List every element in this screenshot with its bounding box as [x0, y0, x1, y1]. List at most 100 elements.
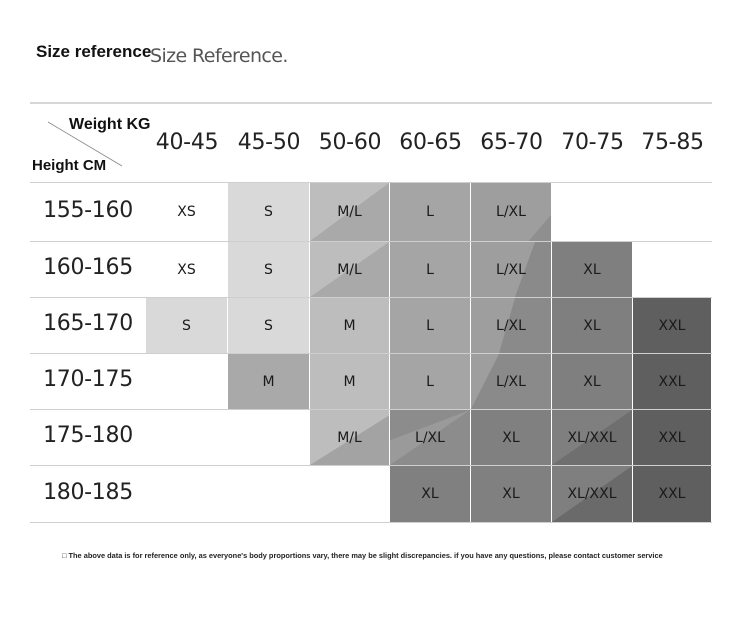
height-row-label: 165-170 [43, 311, 133, 336]
page-subtitle: Size Reference. [150, 45, 288, 67]
size-cell [228, 466, 309, 522]
row-divider [30, 241, 712, 242]
diagonal-divider [47, 121, 123, 167]
row-divider [30, 465, 712, 466]
footnote: □ The above data is for reference only, … [62, 551, 663, 560]
size-label: XXL [658, 429, 686, 446]
size-label: L/XL [496, 204, 526, 220]
row-divider [30, 409, 712, 410]
size-label: L [426, 373, 434, 390]
diagonal-shade [310, 183, 389, 241]
size-label: XS [177, 204, 196, 220]
size-cell: M [310, 298, 389, 353]
size-cell: L [390, 354, 470, 409]
size-cell: XL [390, 466, 470, 522]
size-cell: XL/XXL [552, 466, 632, 522]
size-cell: L [390, 183, 470, 241]
size-cell: M [310, 354, 389, 409]
size-label: M [343, 317, 356, 334]
size-label: XXL [658, 373, 686, 390]
row-divider [30, 182, 712, 183]
row-divider [30, 297, 712, 298]
size-label: L [426, 317, 434, 334]
size-cell: L/XL [390, 410, 470, 465]
size-label: S [264, 317, 273, 334]
height-row-label: 180-185 [43, 479, 133, 505]
height-row-label: 160-165 [43, 255, 133, 280]
diagonal-shade [552, 410, 632, 465]
weight-header: 65-70 [480, 130, 543, 155]
height-row-label: 170-175 [43, 367, 133, 392]
size-cell [633, 183, 711, 241]
size-cell: L/XL [471, 354, 551, 409]
diagonal-shade [515, 242, 551, 297]
weight-header: 45-50 [237, 130, 301, 155]
size-cell: XL [552, 242, 632, 297]
size-cell: S [146, 298, 227, 353]
weight-header: 75-85 [641, 130, 704, 155]
weight-axis-label: Weight KG [69, 116, 151, 133]
size-label: XL/XXL [567, 429, 617, 446]
size-cell [310, 466, 389, 522]
size-cell: XL [552, 298, 632, 353]
size-label: XL [502, 486, 520, 502]
size-cell: L [390, 242, 470, 297]
size-cell: XS [146, 183, 227, 241]
size-cell: M/L [310, 183, 389, 241]
diagonal-shade [310, 415, 389, 465]
size-label: L/XL [496, 261, 526, 278]
height-row-label: 175-180 [43, 423, 133, 448]
top-divider [30, 102, 712, 104]
height-row-label: 155-160 [43, 197, 133, 223]
page-title: Size reference [36, 42, 152, 61]
size-label: XS [177, 261, 196, 278]
size-cell: XXL [633, 466, 711, 522]
size-label: S [264, 261, 273, 278]
weight-header: 50-60 [318, 130, 382, 155]
row-divider [30, 353, 712, 354]
size-cell: XXL [633, 410, 711, 465]
weight-header: 60-65 [399, 130, 462, 155]
diagonal-shade [390, 410, 470, 465]
size-label: M [343, 373, 356, 390]
size-label: XXL [658, 486, 686, 502]
size-cell [552, 183, 632, 241]
diagonal-shade [471, 354, 551, 409]
size-label: M/L [337, 261, 362, 278]
size-label: S [264, 204, 273, 220]
size-label: L [426, 204, 434, 220]
size-label: L/XL [496, 317, 526, 334]
size-label: L [426, 261, 434, 278]
size-cell: M/L [310, 242, 389, 297]
height-axis-label: Height CM [32, 157, 107, 174]
size-label: XXL [658, 317, 686, 334]
size-label: M [262, 373, 275, 390]
size-label: XL [583, 317, 601, 334]
size-cell: S [228, 183, 309, 241]
size-cell [146, 354, 227, 409]
size-cell: XXL [633, 298, 711, 353]
size-cell: L/XL [471, 298, 551, 353]
size-cell: XXL [633, 354, 711, 409]
size-cell: XS [146, 242, 227, 297]
size-cell [146, 466, 227, 522]
diagonal-shade [310, 242, 389, 297]
diagonal-shade [499, 298, 551, 353]
row-divider [30, 522, 712, 523]
diagonal-shade [528, 214, 551, 241]
size-cell: L [390, 298, 470, 353]
weight-header: 40-45 [155, 130, 219, 155]
size-label: M/L [337, 429, 362, 446]
size-cell: XL [471, 466, 551, 522]
size-cell: M/L [310, 410, 389, 465]
size-cell [228, 410, 309, 465]
size-cell: S [228, 298, 309, 353]
size-label: L/XL [496, 373, 526, 390]
size-cell: S [228, 242, 309, 297]
size-label: L/XL [415, 429, 445, 446]
size-label: S [182, 317, 191, 334]
size-cell: M [228, 354, 309, 409]
table-corner-header: Weight KG Height CM [30, 104, 150, 182]
diagonal-shade [552, 466, 632, 522]
size-cell: L/XL [471, 183, 551, 241]
